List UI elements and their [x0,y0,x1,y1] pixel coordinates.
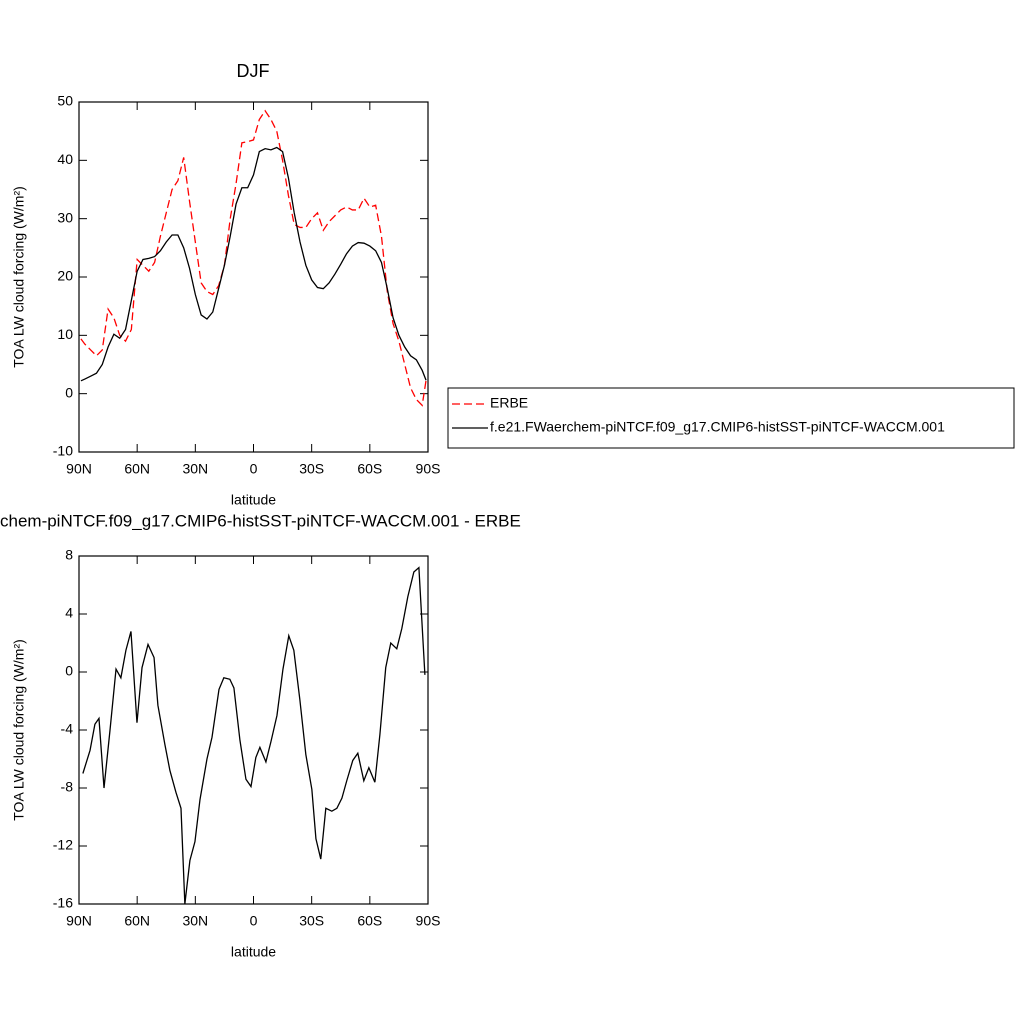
y-tick-label: 8 [65,547,73,563]
y-axis-label: TOA LW cloud forcing (W/m²) [11,639,27,821]
x-tick-label: 30N [182,461,208,477]
y-tick-label: -12 [53,837,73,853]
y-tick-label: 0 [65,663,73,679]
x-tick-label: 30S [299,461,324,477]
data-line [80,109,427,407]
x-tick-label: 60N [124,913,150,929]
plot-frame [78,555,429,905]
x-tick-label: 30N [182,913,208,929]
chart-title: chem-piNTCF.f09_g17.CMIP6-histSST-piNTCF… [0,511,521,530]
x-tick-label: 60N [124,461,150,477]
x-tick-label: 30S [299,913,324,929]
x-tick-label: 60S [357,913,382,929]
x-axis-label: latitude [231,944,276,960]
y-tick-label: -16 [53,895,73,911]
y-tick-label: 10 [57,326,73,342]
y-tick-label: 0 [65,384,73,400]
x-tick-label: 90S [416,913,441,929]
y-tick-label: 20 [57,268,73,284]
data-line [80,146,427,382]
y-tick-label: -4 [61,721,74,737]
legend-label: ERBE [490,395,528,411]
legend-label: f.e21.FWaerchem-piNTCF.f09_g17.CMIP6-his… [490,419,945,435]
x-tick-label: 90N [66,913,92,929]
y-tick-label: -8 [61,779,74,795]
y-tick-label: 50 [57,93,73,109]
plot-frame [78,101,429,453]
y-tick-label: -10 [53,443,73,459]
legend-box [447,387,1015,449]
x-tick-label: 90N [66,461,92,477]
x-tick-label: 60S [357,461,382,477]
y-tick-label: 4 [65,605,73,621]
chart-title: DJF [237,61,270,81]
x-tick-label: 0 [250,461,258,477]
x-tick-label: 0 [250,913,258,929]
y-axis-label: TOA LW cloud forcing (W/m²) [11,186,27,368]
y-tick-label: 40 [57,151,73,167]
y-tick-label: 30 [57,209,73,225]
x-axis-label: latitude [231,492,276,508]
x-tick-label: 90S [416,461,441,477]
data-line [82,566,426,905]
